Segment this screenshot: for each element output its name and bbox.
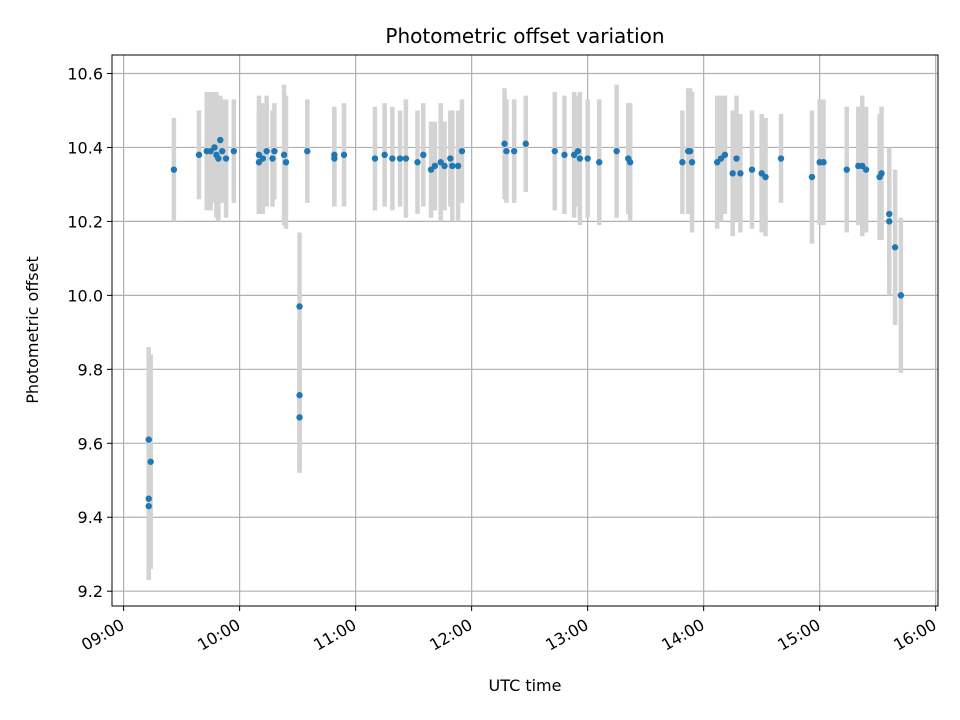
data-point [447,155,454,162]
y-tick-label: 10.6 [67,64,103,83]
y-axis-ticks: 9.2 9.4 9.6 9.8 10.0 10.2 10.4 10.6 [67,64,112,601]
data-point [878,170,885,177]
data-point [331,151,338,159]
data-point [195,151,203,159]
y-tick-label: 9.4 [78,508,103,527]
data-point [551,147,558,155]
chart-title: Photometric offset variation [385,24,664,48]
data-point [381,151,388,159]
data-point [396,155,404,162]
grid [112,55,938,606]
data-points [145,136,905,510]
data-point [230,147,238,155]
data-point [304,147,311,155]
y-tick-label: 10.2 [67,212,103,231]
data-point [686,147,694,155]
data-point [280,151,288,159]
data-point [458,147,466,155]
data-point [576,155,584,162]
data-point [574,147,582,155]
data-point [431,162,439,170]
data-point [371,155,379,162]
data-point [282,159,290,166]
data-point [510,147,518,155]
data-point [271,147,278,155]
data-point [748,166,756,173]
data-point [561,151,568,159]
data-point [340,151,348,159]
y-tick-label: 9.2 [78,582,103,601]
data-point [679,159,686,166]
data-point [820,159,827,166]
data-point [897,292,905,299]
data-point [296,303,303,310]
data-point [420,151,427,159]
data-point [147,458,154,465]
data-point [414,159,421,166]
data-point [441,162,448,170]
data-point [584,155,591,162]
data-point [501,140,508,147]
data-point [145,495,152,502]
data-point [613,147,620,155]
data-point [891,244,899,251]
data-point [596,159,603,166]
data-point [862,166,870,173]
data-point [729,170,736,177]
data-point [522,140,529,147]
data-point [402,155,410,162]
plot-frame [111,54,939,607]
y-tick-label: 10.4 [67,138,103,157]
data-point [219,147,226,155]
data-point [737,170,744,177]
data-point [259,155,267,162]
data-point [145,436,152,443]
y-tick-label: 9.8 [78,360,103,379]
x-axis-label: UTC time [489,676,562,695]
data-point [688,159,696,166]
data-point [808,173,816,181]
y-tick-label: 10.0 [67,286,103,305]
data-point [503,147,510,155]
data-point [777,155,785,162]
y-axis-label: Photometric offset [23,256,42,404]
data-point [886,218,893,225]
data-point [145,502,152,510]
data-point [626,159,634,166]
data-point [222,155,230,162]
data-point [263,147,270,155]
data-point [886,210,893,218]
data-point [389,155,396,162]
data-point [454,162,462,170]
data-point [843,166,850,173]
data-point [733,155,740,162]
data-point [296,392,303,399]
data-point [170,166,178,173]
data-point [449,162,456,170]
data-point [215,155,222,162]
data-point [721,151,729,159]
data-point [217,136,224,144]
data-point [211,144,218,151]
data-point [269,155,276,162]
data-point [296,414,303,421]
y-tick-label: 9.6 [78,434,103,453]
data-point [762,173,769,181]
